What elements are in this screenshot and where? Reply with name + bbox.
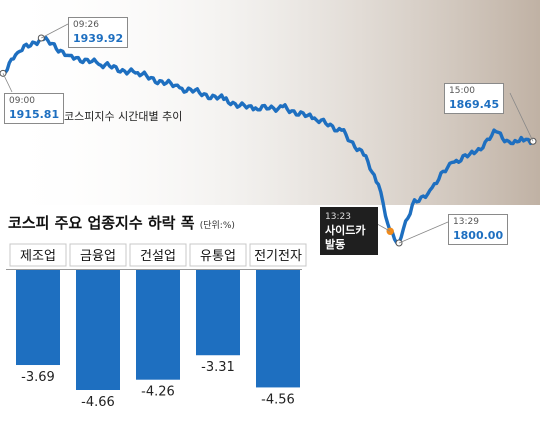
category-box-4 — [249, 243, 307, 267]
category-box-3 — [189, 243, 247, 267]
bar-0 — [16, 270, 60, 366]
category-label-4: 전기전자 — [254, 249, 302, 264]
bar-1 — [76, 270, 120, 390]
callout-leader-1 — [41, 23, 69, 39]
category-box-0 — [9, 243, 67, 267]
category-label-2: 건설업 — [140, 249, 176, 264]
category-label-1: 금융업 — [80, 249, 116, 264]
callout-leader-2 — [509, 92, 534, 142]
bar-4 — [256, 270, 300, 388]
low-value: 1800.00 — [453, 229, 504, 242]
bar-2 — [136, 270, 180, 380]
category-box-2 — [129, 243, 187, 267]
event-label: 사이드카 발동 — [325, 224, 366, 251]
open-value: 1915.81 — [9, 108, 60, 121]
callout-leader-0 — [2, 73, 13, 93]
low-callout: 13:29 1800.00 — [448, 214, 509, 245]
high-callout: 09:26 1939.92 — [68, 17, 129, 48]
category-label-3: 유통업 — [200, 249, 236, 264]
close-value: 1869.45 — [449, 98, 500, 111]
event-callout: 13:23 사이드카 발동 — [320, 207, 378, 255]
close-time: 15:00 — [449, 86, 475, 96]
bar-value-label-4: -4.56 — [261, 392, 295, 407]
open-callout: 09:00 1915.81 — [4, 93, 65, 124]
bar-value-label-2: -4.26 — [141, 385, 175, 400]
high-value: 1939.92 — [73, 32, 124, 45]
bar-3 — [196, 270, 240, 356]
open-time: 09:00 — [9, 96, 35, 106]
close-callout: 15:00 1869.45 — [444, 83, 505, 114]
kospi-line-series — [2, 35, 535, 245]
category-label-0: 제조업 — [20, 249, 56, 264]
event-time: 13:23 — [325, 212, 351, 222]
bar-chart-title-text: 코스피 주요 업종지수 하락 폭 — [8, 214, 195, 232]
line-chart-caption: 코스피지수 시간대별 추이 — [64, 110, 183, 123]
callout-leader-3 — [398, 221, 449, 244]
bar-chart-unit: (단위:%) — [199, 221, 235, 231]
high-time: 09:26 — [73, 20, 99, 30]
bar-value-label-3: -3.31 — [201, 360, 235, 375]
category-box-1 — [69, 243, 127, 267]
bar-chart-title: 코스피 주요 업종지수 하락 폭 (단위:%) — [8, 212, 235, 233]
bar-value-label-1: -4.66 — [81, 395, 115, 410]
bar-value-label-0: -3.69 — [21, 370, 55, 385]
low-time: 13:29 — [453, 217, 479, 227]
